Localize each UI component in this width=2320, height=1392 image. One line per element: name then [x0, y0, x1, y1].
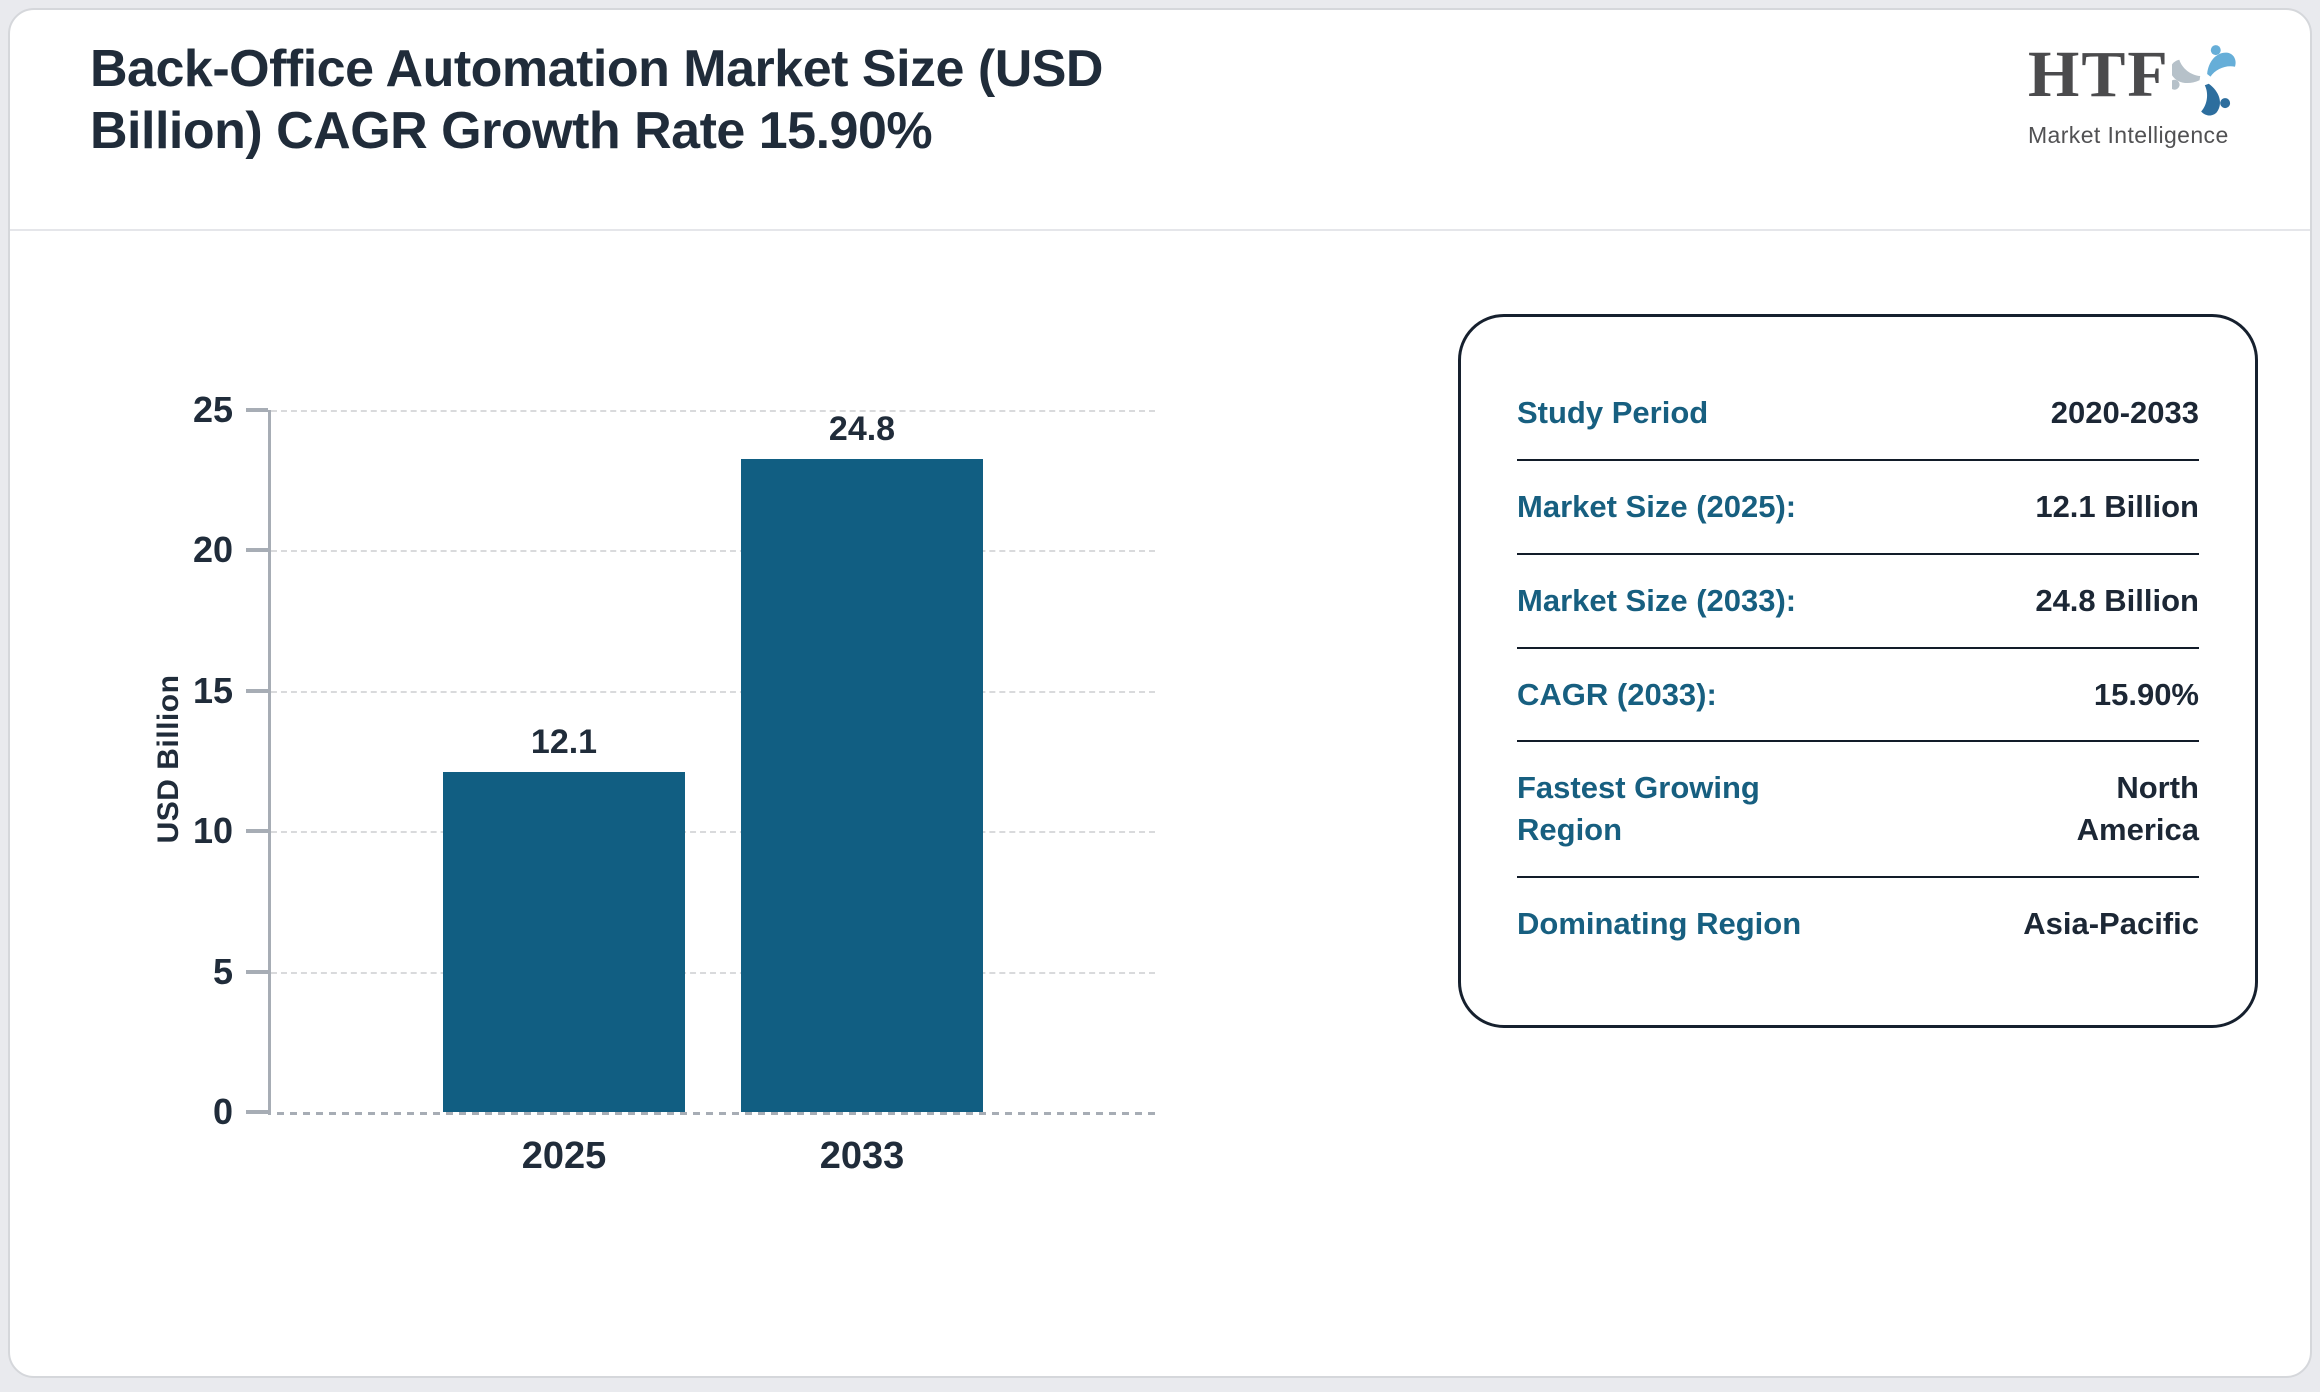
x-tick-label-2033: 2033: [819, 1135, 905, 1177]
summary-row-label: Market Size (2033):: [1517, 582, 1797, 618]
gridline-y-10: [271, 831, 1155, 834]
y-tick-mark-0: [246, 1110, 268, 1114]
gridline-y-25: [271, 410, 1155, 412]
bar-chart-plot-area: USD Billion 12.1 2025 24.8 2033 25 20 15 10 5 0: [152, 389, 1155, 1177]
x-tick-label-2025: 2025: [521, 1135, 607, 1177]
bars-container: 12.1 2025 24.8 2033: [271, 410, 1155, 1177]
logo-row: HTF: [2028, 42, 2238, 120]
bar-column-2033: 24.8 2033: [741, 410, 983, 1177]
summary-row-3: CAGR (2033): 15.90%: [1517, 649, 2199, 743]
y-tick-mark-10: [246, 829, 268, 834]
gridline-y-20: [271, 550, 1155, 553]
summary-row-label: Study Period: [1517, 395, 1709, 430]
bar-value-label-2025: 12.1: [530, 723, 598, 762]
x-axis-baseline: [271, 1112, 1155, 1115]
header-divider: [10, 229, 2310, 231]
summary-row-label: Dominating Region: [1517, 906, 1802, 942]
gridline-y-15: [271, 690, 1155, 693]
header: Back-Office Automation Market Size (USD …: [10, 10, 2310, 231]
summary-row-5: Dominating Region Asia-Pacific: [1517, 878, 2199, 970]
summary-row-value: North America: [2076, 770, 2199, 848]
summary-row-label: Market Size (2025):: [1517, 488, 1797, 524]
bar-2033: [741, 459, 983, 1112]
summary-row-value: 15.90%: [2093, 676, 2199, 712]
summary-row-4: Fastest Growing Region North America: [1517, 742, 2199, 879]
y-tick-mark-5: [246, 969, 268, 974]
gridline-y-5: [271, 971, 1155, 974]
logo-swirl-icon: [2171, 45, 2236, 116]
y-tick-label-20: 20: [192, 529, 233, 571]
bar-value-label-2033: 24.8: [828, 410, 896, 448]
summary-row-label: CAGR (2033):: [1517, 676, 1717, 712]
summary-row-label: Fastest Growing Region: [1517, 770, 1760, 848]
summary-panel: Study Period 2020-2033 Market Size (2025):…: [1458, 314, 2258, 1028]
y-axis-title: USD Billion: [152, 674, 185, 844]
y-tick-label-25: 25: [192, 389, 233, 430]
y-tick-mark-20: [246, 548, 268, 553]
report-card: Back-Office Automation Market Size (USD …: [8, 8, 2312, 1378]
summary-row-value: 12.1 Billion: [2035, 488, 2199, 524]
y-tick-mark-15: [246, 688, 268, 693]
bar-column-2025: 12.1 2025: [443, 410, 685, 1177]
bar-2025: [443, 772, 685, 1112]
summary-row-value: Asia-Pacific: [2023, 906, 2199, 942]
brand-logo: HTF: [2028, 42, 2238, 149]
y-tick-label-5: 5: [212, 950, 233, 992]
summary-row-value: 2020-2033: [2050, 395, 2199, 430]
y-tick-label-10: 10: [192, 810, 233, 852]
logo-text: HTF: [2028, 38, 2170, 111]
summary-row-value: 24.8 Billion: [2035, 582, 2199, 618]
summary-row-0: Study Period 2020-2033: [1517, 367, 2199, 461]
y-tick-label-15: 15: [192, 669, 233, 711]
y-tick-label-0: 0: [212, 1091, 233, 1132]
y-tick-mark-25: [246, 408, 268, 412]
summary-row-2: Market Size (2033): 24.8 Billion: [1517, 555, 2199, 649]
summary-row-1: Market Size (2025): 12.1 Billion: [1517, 461, 2199, 555]
logo-subtitle: Market Intelligence: [2028, 122, 2229, 148]
page-title: Back-Office Automation Market Size (USD …: [90, 40, 1103, 161]
